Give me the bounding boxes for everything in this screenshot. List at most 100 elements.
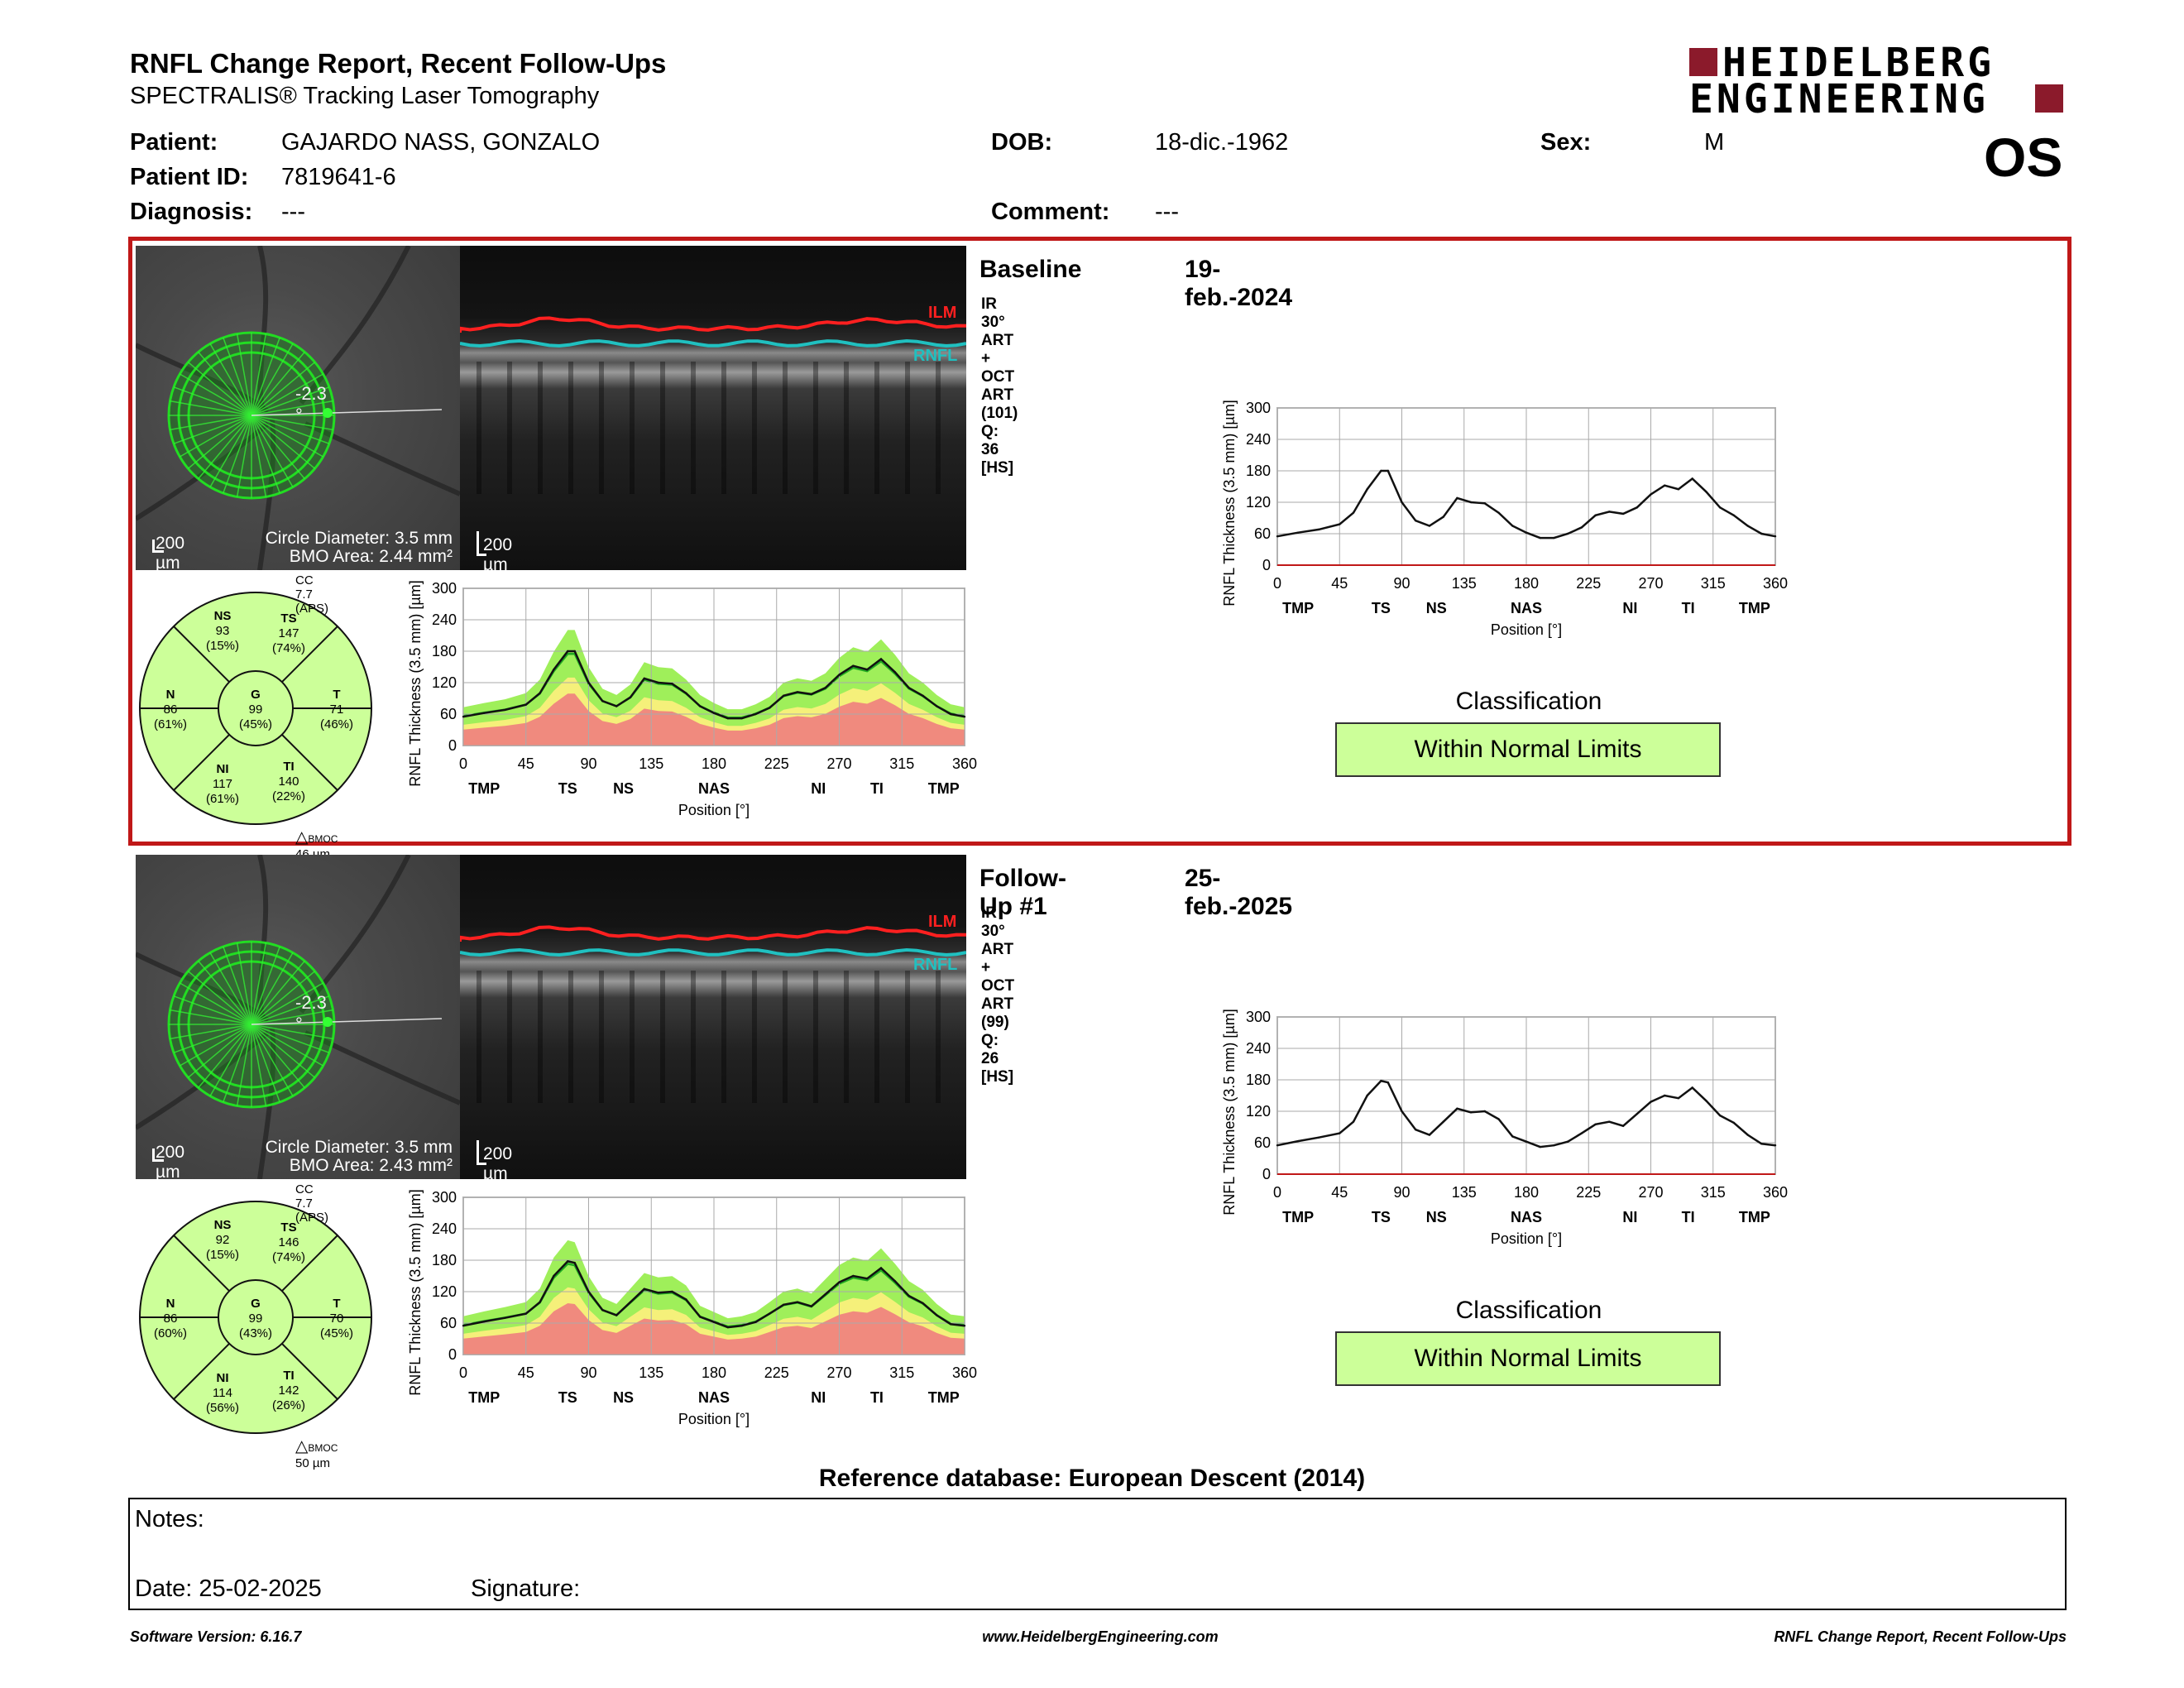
data-point (1760, 532, 1763, 535)
data-point (462, 1324, 465, 1327)
sector-label: TI (283, 760, 295, 774)
data-point (796, 1301, 799, 1303)
y-tick-label: 0 (1262, 1166, 1271, 1182)
data-point (1608, 1120, 1611, 1123)
x-tick-label: 135 (639, 755, 663, 772)
data-point (524, 1312, 527, 1315)
x-tick-label: 135 (1452, 1184, 1477, 1201)
sector-label: NI (216, 762, 229, 776)
x-tick-label: 135 (639, 1364, 663, 1381)
data-point (1732, 1121, 1736, 1125)
classification-result: Within Normal Limits (1335, 1331, 1721, 1386)
scan-info: IR 30° ART + OCT ART (99) Q: 26 [HS] (981, 904, 1015, 1086)
exam-name: Follow-Up #1 (979, 865, 1066, 920)
data-point (698, 1316, 702, 1318)
data-point (553, 1274, 555, 1278)
fundus-image (136, 855, 460, 1179)
data-point (949, 1323, 952, 1326)
comment-label: Comment: (991, 199, 1110, 225)
data-point (1705, 1100, 1707, 1102)
region-label: TI (1682, 600, 1695, 616)
sector-g: G 99 (45%) (231, 688, 280, 732)
data-point (629, 696, 632, 698)
eye-indicator: OS (1984, 127, 2063, 188)
data-point (1469, 501, 1473, 504)
x-tick-label: 225 (1576, 1184, 1601, 1201)
data-point (1511, 1135, 1514, 1138)
data-point (1483, 502, 1487, 505)
notes-box[interactable]: Notes: Date: 25-02-2025 Signature: (128, 1498, 2067, 1610)
cc-label: CC 7.7 (APS) (295, 573, 329, 616)
data-point (1380, 469, 1382, 472)
sector-value: 147 (278, 626, 299, 640)
baseline-frame (128, 237, 2071, 846)
y-tick-label: 180 (1246, 1072, 1271, 1088)
fundus-image (136, 246, 460, 570)
data-point (1691, 477, 1693, 480)
data-point (1718, 1114, 1722, 1117)
data-point (936, 1314, 938, 1316)
sector-percent: (61%) (153, 717, 187, 731)
sector-g: G 99 (43%) (231, 1297, 280, 1341)
data-point (462, 715, 465, 718)
report-title: RNFL Change Report, Recent Follow-Ups (130, 48, 667, 79)
patient-id-label: Patient ID: (130, 164, 249, 190)
sector-value: 99 (248, 703, 263, 717)
bmoc-prefix: BMOC (308, 833, 338, 845)
region-label: TMP (1739, 600, 1770, 616)
data-point (879, 658, 883, 660)
data-point (524, 703, 527, 706)
data-point (1732, 514, 1736, 517)
x-tick-label: 225 (1576, 575, 1601, 592)
y-tick-label: 120 (1246, 1103, 1271, 1120)
sector-ni: NI 114 (56%) (198, 1371, 247, 1416)
y-axis-label: RNFL Thickness (3.5 mm) [µm] (407, 580, 424, 786)
data-point (852, 664, 855, 667)
data-point (824, 687, 826, 689)
data-point (1650, 1101, 1652, 1103)
sector-percent: (15%) (205, 1248, 239, 1262)
footer-website[interactable]: www.HeidelbergEngineering.com (982, 1628, 1219, 1645)
data-point (838, 1281, 841, 1283)
x-tick-label: 0 (1273, 1184, 1281, 1201)
x-tick-label: 315 (889, 755, 914, 772)
rnfl-exam-chart: 300 240 180 120 60 0 0 45 90 135 180 225 270 315 360 TM… (1195, 400, 1808, 656)
x-tick-label: 0 (1273, 575, 1281, 592)
data-point (1469, 1111, 1473, 1114)
y-tick-label: 60 (440, 1315, 457, 1331)
x-tick-label: 90 (1393, 575, 1410, 592)
x-axis-label: Position [°] (1491, 1230, 1562, 1247)
data-point (1442, 516, 1444, 518)
sector-label: TI (283, 1369, 295, 1383)
data-point (1539, 536, 1541, 539)
region-label: NI (1622, 600, 1637, 616)
data-point (601, 1308, 604, 1312)
data-point (1511, 525, 1514, 527)
data-point (1415, 1128, 1417, 1131)
data-point (1621, 1125, 1625, 1127)
classification-label: Classification (1455, 1297, 1602, 1324)
data-point (1594, 1123, 1597, 1126)
data-point (1525, 1140, 1528, 1143)
bmo-area: BMO Area: 2.43 mm² (289, 1156, 453, 1175)
sector-n: N 86 (61%) (146, 688, 195, 732)
y-tick-label: 240 (1246, 431, 1271, 448)
y-tick-label: 180 (432, 1252, 457, 1268)
data-point (643, 1288, 646, 1291)
comment-value: --- (1155, 199, 1179, 225)
data-point (754, 1321, 757, 1323)
region-label: TI (1682, 1209, 1695, 1225)
region-label: TMP (468, 1389, 500, 1406)
classification-label: Classification (1455, 688, 1602, 715)
data-point (908, 687, 910, 689)
data-point (1497, 511, 1500, 514)
reference-database: Reference database: European Descent (20… (818, 1465, 1366, 1492)
region-label: TMP (468, 780, 500, 797)
sector-n: N 86 (60%) (146, 1297, 195, 1341)
y-tick-label: 300 (1246, 1009, 1271, 1025)
data-point (908, 1294, 910, 1297)
data-point (615, 1314, 618, 1316)
data-point (1594, 514, 1597, 517)
region-label: TMP (1282, 1209, 1314, 1225)
data-point (1636, 506, 1638, 509)
